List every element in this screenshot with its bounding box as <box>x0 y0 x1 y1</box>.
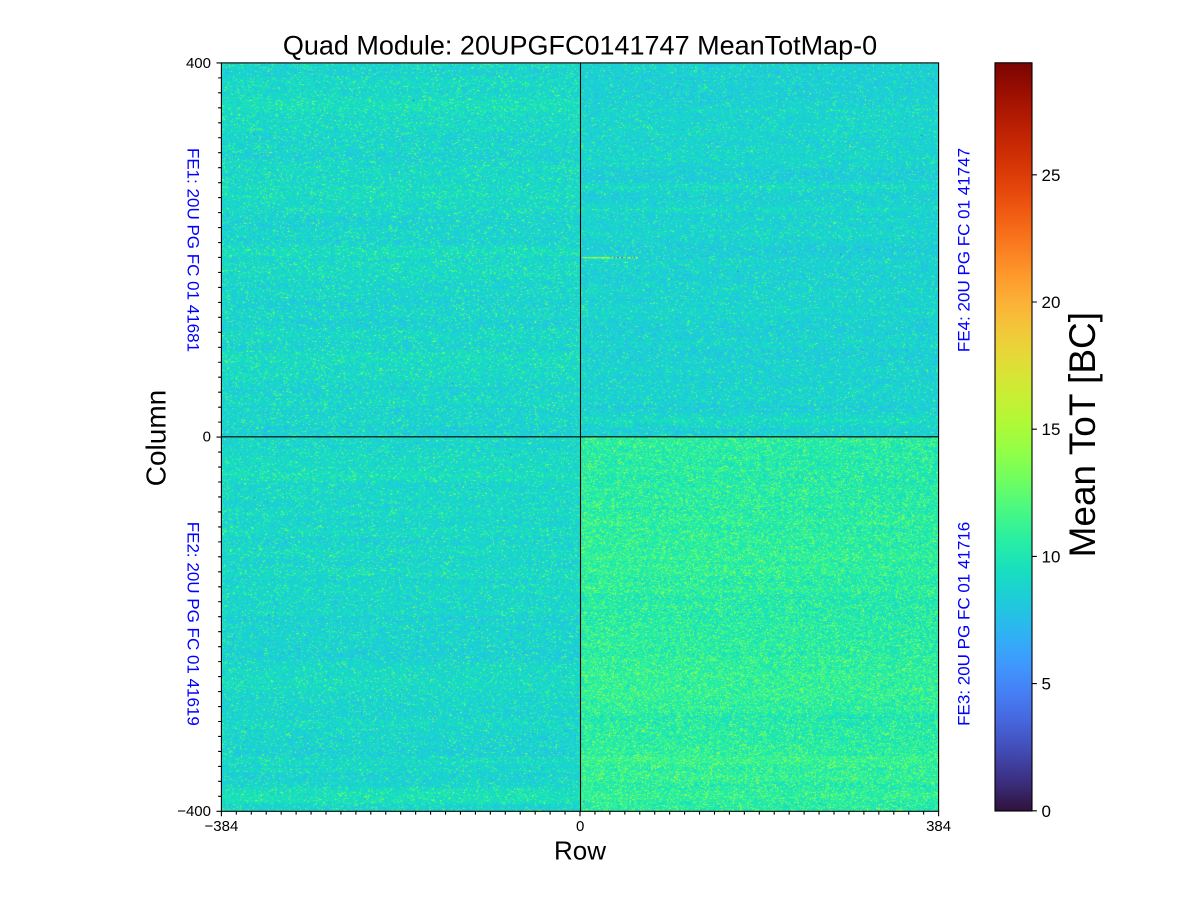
svg-text:25: 25 <box>1042 166 1061 185</box>
svg-text:FE3: 20U PG FC 01 41716: FE3: 20U PG FC 01 41716 <box>954 522 973 726</box>
svg-text:FE2: 20U PG FC 01 41619: FE2: 20U PG FC 01 41619 <box>184 522 203 726</box>
svg-text:384: 384 <box>926 818 951 835</box>
svg-text:FE1: 20U PG FC 01 41681: FE1: 20U PG FC 01 41681 <box>184 148 203 352</box>
svg-text:−400: −400 <box>177 803 211 820</box>
svg-text:15: 15 <box>1042 420 1061 439</box>
svg-text:−384: −384 <box>205 818 239 835</box>
svg-text:Mean ToT [BC]: Mean ToT [BC] <box>1062 312 1103 557</box>
svg-text:Quad Module: 20UPGFC0141747 Me: Quad Module: 20UPGFC0141747 MeanTotMap-0 <box>283 31 877 61</box>
svg-text:5: 5 <box>1042 675 1051 694</box>
svg-text:Row: Row <box>554 836 606 866</box>
svg-text:0: 0 <box>576 818 584 835</box>
svg-text:FE4: 20U PG FC 01 41747: FE4: 20U PG FC 01 41747 <box>954 148 973 352</box>
svg-text:0: 0 <box>1042 802 1051 821</box>
svg-text:400: 400 <box>186 55 211 72</box>
svg-text:Column: Column <box>140 390 171 486</box>
svg-text:0: 0 <box>203 429 211 446</box>
svg-text:20: 20 <box>1042 293 1061 312</box>
svg-text:10: 10 <box>1042 547 1061 566</box>
